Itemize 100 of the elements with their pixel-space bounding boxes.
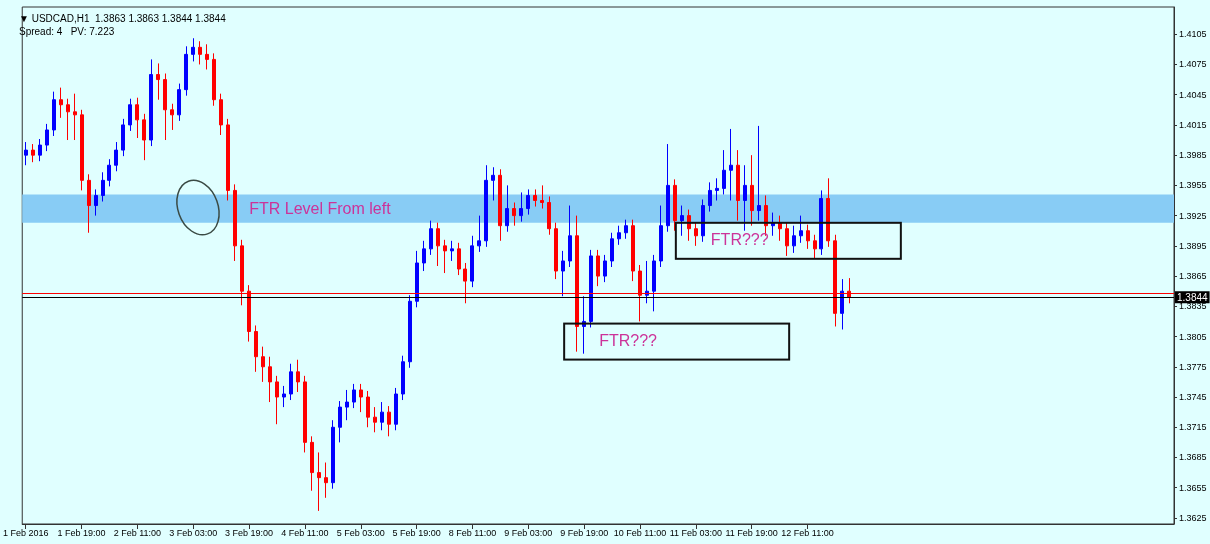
candlestick (135, 97, 139, 139)
ref-line-label: 1.3844 (1177, 291, 1209, 303)
x-tick-label: 11 Feb 19:00 (725, 527, 778, 538)
candlestick (422, 240, 426, 272)
candlestick (268, 356, 272, 403)
candlestick (715, 177, 719, 201)
x-tick-label: 1 Feb 19:00 (57, 527, 106, 538)
candlestick (261, 346, 265, 383)
candlestick (701, 198, 705, 243)
candlestick (387, 405, 391, 437)
candlestick (722, 149, 726, 195)
y-tick-label: 1.3715 (1179, 422, 1207, 433)
candlestick (191, 37, 195, 62)
x-tick-label: 8 Feb 11:00 (448, 527, 497, 538)
candlestick (317, 451, 321, 512)
band-label: FTR Level From left (249, 200, 392, 218)
candlestick (73, 93, 77, 141)
candlestick (149, 58, 153, 147)
candlestick (170, 103, 174, 131)
candlestick (617, 225, 621, 246)
candlestick (380, 401, 384, 431)
candlestick (666, 143, 670, 233)
candlestick (331, 419, 335, 490)
candlestick (359, 383, 363, 413)
candlestick (121, 118, 125, 157)
candlestick (750, 154, 754, 227)
candlestick (282, 385, 286, 408)
x-tick-label: 10 Feb 11:00 (613, 527, 667, 538)
candlestick (603, 254, 607, 283)
x-tick-label: 12 Feb 11:00 (781, 527, 834, 538)
candlestick (708, 181, 712, 213)
candlestick (156, 62, 160, 101)
candlestick (652, 254, 656, 312)
candlestick (631, 219, 635, 282)
candlestick (415, 250, 419, 308)
candlestick (799, 215, 803, 244)
y-tick-label: 1.3865 (1179, 271, 1207, 282)
candlestick (840, 278, 844, 330)
candlestick (512, 202, 516, 227)
candlestick (505, 184, 509, 233)
candlestick (729, 128, 733, 201)
y-tick-label: 1.3775 (1179, 361, 1207, 372)
candlestick (526, 188, 530, 216)
x-tick-label: 2 Feb 11:00 (113, 527, 162, 538)
candlestick (519, 191, 523, 223)
candlestick (233, 183, 237, 262)
y-tick-label: 1.4105 (1179, 29, 1207, 40)
candlestick (163, 73, 167, 141)
candlestick (394, 387, 398, 431)
candlestick (596, 249, 600, 287)
candlestick (484, 164, 488, 248)
candlestick (275, 375, 279, 425)
candlestick (624, 219, 628, 240)
candlestick (826, 177, 830, 248)
candlestick (94, 188, 98, 217)
y-tick-label: 1.3925 (1179, 210, 1207, 221)
candlestick (324, 462, 328, 499)
candlestick (450, 240, 454, 262)
y-tick-label: 1.4015 (1179, 119, 1207, 130)
candlestick (498, 168, 502, 242)
candlestick (813, 234, 817, 260)
candlestick (52, 91, 56, 137)
candlestick (429, 220, 433, 256)
candlestick (470, 235, 474, 288)
y-tick-label: 1.3685 (1179, 452, 1207, 463)
candlestick (491, 166, 495, 201)
candlestick (659, 205, 663, 268)
y-tick-label: 1.3745 (1179, 392, 1207, 403)
x-tick-label: 4 Feb 11:00 (281, 527, 329, 538)
candlestick (645, 260, 649, 304)
candlestick (610, 232, 614, 268)
y-tick-label: 1.3985 (1179, 150, 1207, 161)
candlestick (38, 138, 42, 162)
candlestick (457, 242, 461, 276)
candlestick (198, 40, 202, 65)
candlestick (743, 164, 747, 232)
candlestick (443, 239, 447, 274)
candlestick (107, 158, 111, 187)
candlestick (582, 295, 586, 355)
candlestick (533, 188, 537, 208)
candlestick (792, 225, 796, 254)
candlestick (345, 389, 349, 421)
candlestick (184, 45, 188, 97)
annotation: FTR??? (599, 331, 658, 349)
candlestick (66, 98, 70, 141)
candlestick (45, 123, 49, 152)
y-tick-label: 1.3955 (1179, 180, 1207, 191)
candlestick (24, 141, 28, 166)
x-tick-label: 3 Feb 19:00 (225, 527, 274, 538)
y-tick-label: 1.3835 (1179, 301, 1207, 312)
candlestick (254, 324, 258, 373)
candlestick (114, 141, 118, 172)
y-tick-label: 1.3655 (1179, 482, 1207, 493)
candlestick (568, 205, 572, 268)
candlestick (687, 209, 691, 242)
y-tick-label: 1.4045 (1179, 89, 1207, 100)
y-tick-label: 1.4075 (1179, 59, 1207, 70)
candlestick (373, 406, 377, 433)
candlestick (540, 184, 544, 210)
candlestick (757, 125, 761, 222)
